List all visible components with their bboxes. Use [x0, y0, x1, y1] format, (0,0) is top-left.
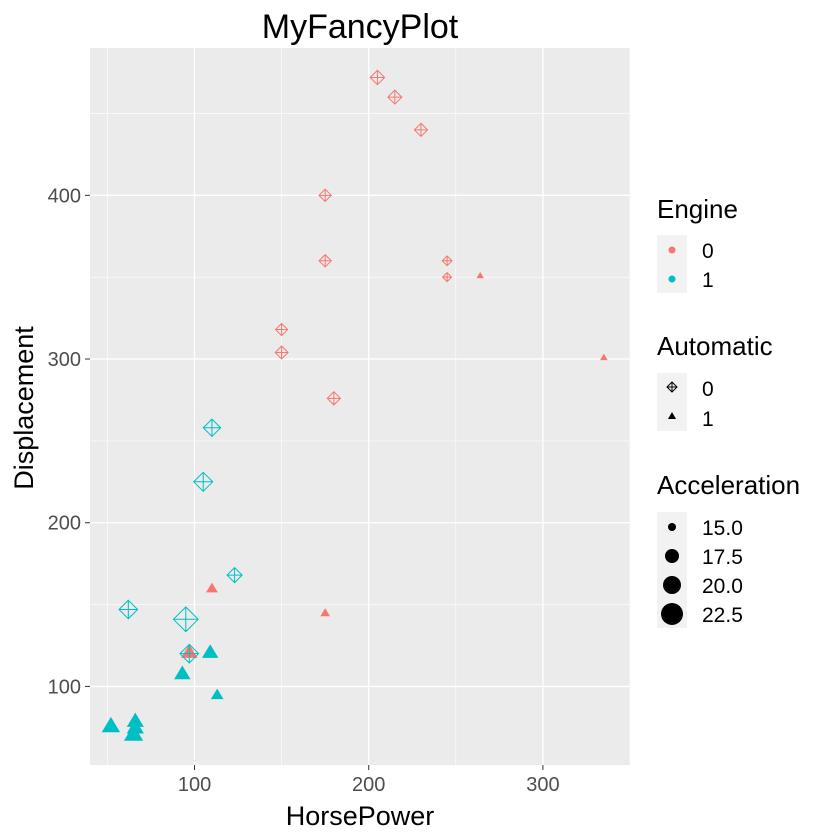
legend-engine-key-1: [668, 275, 676, 283]
plot-panel: [90, 48, 631, 765]
data-point-triangle: [201, 644, 219, 658]
legend-engine-title: Engine: [657, 194, 738, 224]
data-point-diamond: [274, 322, 289, 337]
data-point-diamond: [441, 255, 453, 267]
data-point-diamond: [326, 391, 342, 406]
data-point-diamond: [318, 253, 333, 268]
data-point-diamond: [441, 272, 453, 283]
legend-size-key-1: [665, 549, 679, 563]
x-tick-label: 200: [352, 774, 385, 796]
data-point-triangle: [476, 272, 484, 279]
data-point-diamond: [118, 599, 139, 620]
legend-size-label-1: 17.5: [702, 546, 743, 569]
major-gridlines: [90, 48, 630, 765]
legend-automatic-label-0: 0: [702, 378, 714, 401]
y-tick-label: 100: [48, 676, 81, 698]
x-axis-ticks: 100 200 300: [178, 765, 560, 796]
legend-automatic-key-0: [666, 381, 678, 393]
data-point-triangle: [600, 353, 608, 361]
legend-automatic-label-1: 1: [702, 408, 714, 431]
legend-engine-label-1: 1: [702, 269, 714, 292]
y-tick-label: 300: [48, 349, 81, 371]
legend-key-bg: [657, 235, 687, 293]
data-point-diamond: [274, 345, 289, 360]
data-point-diamond: [179, 643, 200, 664]
legend-engine-key-0: [668, 246, 676, 254]
legend-automatic: Automatic 0 1: [657, 331, 773, 431]
y-axis-ticks: 100 200 300 400: [48, 185, 90, 698]
data-point-triangle: [174, 665, 191, 680]
legend-acceleration: Acceleration 15.0 17.5 20.0 22.5: [657, 470, 800, 628]
data-point-triangle: [126, 719, 144, 734]
y-tick-label: 400: [48, 185, 81, 207]
legend-engine: Engine 0 1: [657, 194, 738, 293]
data-point-diamond: [369, 69, 386, 86]
y-tick-label: 200: [48, 513, 81, 535]
legend-engine-label-0: 0: [702, 240, 714, 263]
data-point-triangle: [320, 608, 330, 617]
legend-size-label-0: 15.0: [702, 517, 743, 540]
legend-size-label-2: 20.0: [702, 575, 743, 598]
legend-size-key-0: [668, 523, 676, 531]
data-point-triangle: [206, 582, 218, 593]
data-point-diamond: [226, 566, 243, 584]
legend-size-key-2: [663, 576, 681, 594]
data-points: [101, 69, 608, 741]
y-axis-label: Displacement: [9, 326, 39, 490]
legend-automatic-title: Automatic: [657, 331, 773, 361]
data-point-diamond: [318, 188, 333, 203]
x-axis-label: HorsePower: [286, 801, 435, 831]
data-point-diamond: [193, 471, 214, 493]
data-point-diamond: [172, 606, 199, 633]
x-tick-label: 300: [526, 774, 559, 796]
data-point-triangle: [101, 716, 121, 733]
legend-size-label-3: 22.5: [702, 604, 743, 627]
minor-gridlines: [90, 48, 631, 765]
data-point-diamond: [202, 418, 222, 438]
panel-background: [90, 48, 630, 765]
legend-acceleration-title: Acceleration: [657, 470, 800, 500]
legend-size-key-3: [661, 603, 683, 625]
legend-automatic-key-1: [668, 412, 676, 419]
data-point-triangle: [210, 688, 224, 700]
data-point-diamond: [387, 89, 403, 105]
chart-title: MyFancyPlot: [262, 8, 459, 46]
data-point-diamond: [413, 122, 429, 138]
x-tick-label: 100: [178, 774, 211, 796]
